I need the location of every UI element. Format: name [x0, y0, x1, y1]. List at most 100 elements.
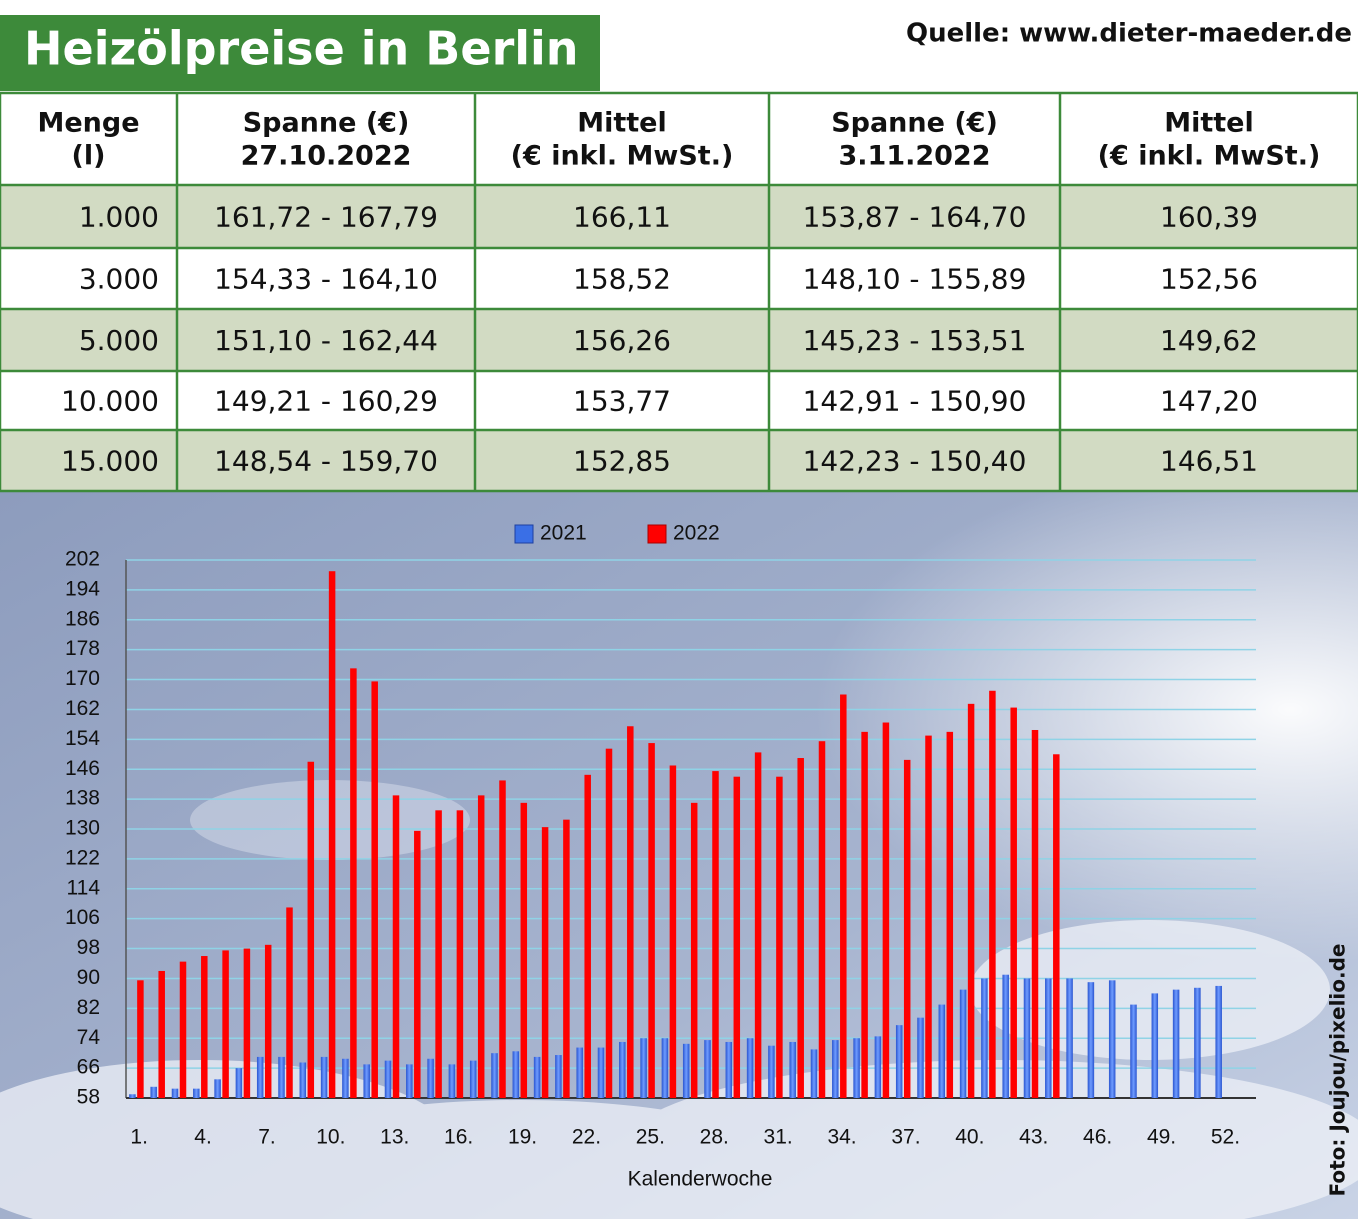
bar	[137, 980, 144, 1098]
table-cell: 15.000	[61, 445, 159, 478]
table-cell: 145,23 - 153,51	[803, 324, 1027, 357]
table-cell: 153,77	[573, 385, 671, 418]
legend-swatch	[514, 524, 534, 544]
bar	[853, 1038, 860, 1098]
table-cell: 151,10 - 162,44	[214, 324, 438, 357]
y-tick-label: 114	[67, 876, 101, 899]
table-row-bg	[0, 248, 1358, 309]
table-cell: 148,54 - 159,70	[214, 445, 438, 478]
x-tick-label: 40.	[955, 1126, 984, 1149]
bar	[384, 1060, 392, 1098]
bar	[584, 774, 591, 1098]
bar	[328, 571, 336, 1098]
table-row-bg	[0, 371, 1358, 430]
bar	[520, 802, 528, 1098]
bar	[733, 776, 741, 1098]
x-tick-label: 1.	[130, 1126, 148, 1149]
y-tick-label: 138	[65, 787, 100, 810]
bar	[989, 690, 996, 1098]
bar	[477, 795, 485, 1098]
bar	[235, 1068, 243, 1098]
bar	[456, 810, 464, 1098]
y-tick-label: 98	[77, 936, 100, 959]
bar	[832, 1040, 839, 1098]
bar	[1108, 980, 1116, 1098]
bar	[491, 1053, 498, 1098]
x-tick-label: 49.	[1147, 1126, 1176, 1149]
bar	[818, 741, 826, 1098]
table-cell: 142,91 - 150,90	[803, 385, 1027, 418]
bar	[1215, 985, 1222, 1098]
bar	[563, 819, 570, 1098]
bar	[414, 830, 421, 1098]
bar	[286, 907, 293, 1098]
table-header-text: Menge	[37, 108, 139, 139]
table-header-text: 27.10.2022	[241, 141, 412, 172]
bar	[278, 1056, 285, 1098]
table-header-text: Mittel	[1164, 108, 1254, 139]
table-header-bg	[0, 93, 1358, 185]
bar	[895, 1025, 903, 1098]
bar	[576, 1047, 583, 1098]
bar	[704, 1040, 711, 1098]
bar	[512, 1051, 520, 1098]
bar	[469, 1060, 477, 1098]
x-tick-label: 10.	[316, 1126, 345, 1149]
y-tick-label: 154	[65, 727, 100, 750]
bar	[605, 748, 613, 1098]
table-cell: 148,10 - 155,89	[803, 263, 1027, 296]
table-cell: 5.000	[79, 324, 159, 357]
bar	[392, 795, 400, 1098]
bar	[861, 731, 868, 1098]
y-tick-label: 162	[65, 697, 100, 720]
bar	[597, 1047, 605, 1098]
bar	[342, 1058, 349, 1098]
bar	[555, 1055, 562, 1098]
bar	[627, 726, 634, 1098]
bar	[810, 1049, 818, 1098]
y-tick-label: 90	[77, 966, 100, 989]
bar	[640, 1038, 647, 1098]
y-tick-label: 130	[65, 817, 100, 840]
x-tick-label: 52.	[1211, 1126, 1240, 1149]
bar	[427, 1058, 434, 1098]
x-tick-label: 31.	[764, 1126, 793, 1149]
bar	[946, 731, 954, 1098]
x-tick-label: 28.	[700, 1126, 729, 1149]
bar	[299, 1062, 307, 1098]
table-cell: 152,85	[573, 445, 671, 478]
x-tick-label: 43.	[1019, 1126, 1048, 1149]
table-header-text: (€ inkl. MwSt.)	[1098, 141, 1321, 172]
bar	[1151, 993, 1159, 1098]
y-tick-label: 194	[65, 577, 100, 600]
table-row-bg	[0, 309, 1358, 371]
bar	[222, 950, 229, 1098]
bar	[264, 944, 272, 1098]
bar	[201, 956, 208, 1098]
bar	[797, 758, 804, 1098]
legend-label: 2022	[673, 522, 720, 545]
bar	[768, 1045, 775, 1098]
bar	[243, 948, 251, 1098]
x-tick-label: 4.	[194, 1126, 212, 1149]
table-header-text: Spanne (€)	[831, 108, 998, 139]
table-header-text: 3.11.2022	[838, 141, 990, 172]
bar	[981, 978, 988, 1098]
bar	[1031, 729, 1039, 1098]
bar	[193, 1088, 200, 1098]
table-header-text: (€ inkl. MwSt.)	[511, 141, 734, 172]
y-tick-label: 58	[77, 1086, 100, 1109]
bar	[158, 970, 165, 1098]
chart: 58 66 74 82 90 98 106 114 122 130 138 146 154 162 170 1…	[65, 522, 1350, 1197]
bar	[1010, 707, 1017, 1098]
x-tick-label: 37.	[891, 1126, 920, 1149]
bar	[1045, 978, 1052, 1098]
bar	[406, 1064, 413, 1098]
bar	[150, 1086, 157, 1098]
y-tick-label: 202	[65, 548, 100, 571]
bar	[1130, 1004, 1137, 1098]
bar	[320, 1056, 328, 1098]
